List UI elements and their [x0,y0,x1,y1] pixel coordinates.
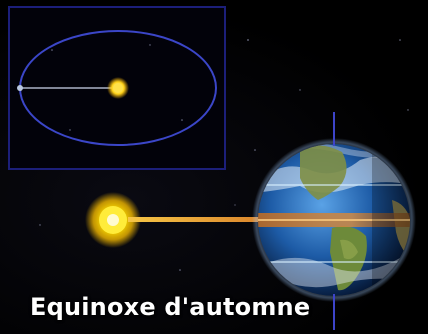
inset-earth-marker [17,85,23,91]
sun-core [107,214,119,226]
north-america-land [300,145,347,200]
inset-sun-icon [113,83,123,93]
sunlight-beam [128,217,268,222]
starfield [39,39,409,271]
caption-text: Equinoxe d'automne [30,293,311,321]
